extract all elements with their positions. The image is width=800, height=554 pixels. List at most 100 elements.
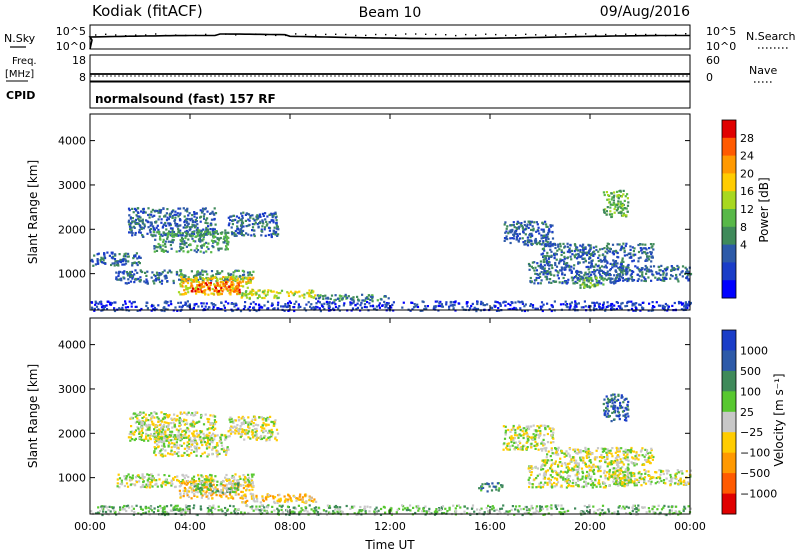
heatmap-cell xyxy=(590,260,593,263)
heatmap-cell xyxy=(229,283,233,286)
heatmap-cell xyxy=(605,272,608,275)
heatmap-cell xyxy=(584,446,587,449)
heatmap-cell xyxy=(130,425,133,428)
heatmap-cell xyxy=(158,478,161,481)
heatmap-cell xyxy=(154,209,158,212)
heatmap-cell xyxy=(563,280,567,283)
heatmap-cell xyxy=(351,307,355,310)
heatmap-cell xyxy=(676,268,680,271)
heatmap-cell xyxy=(546,302,549,305)
heatmap-cell xyxy=(141,221,144,224)
nsearch-dot xyxy=(415,33,417,35)
heatmap-cell xyxy=(255,218,258,221)
heatmap-cell xyxy=(523,309,526,313)
heatmap-cell xyxy=(138,432,141,435)
heatmap-cell xyxy=(162,435,165,439)
heatmap-cell xyxy=(183,418,186,421)
heatmap-cell xyxy=(154,426,157,429)
heatmap-cell xyxy=(457,302,460,305)
heatmap-cell xyxy=(160,272,163,275)
heatmap-cell xyxy=(236,285,239,288)
heatmap-cell xyxy=(232,497,235,500)
heatmap-cell xyxy=(208,431,211,434)
heatmap-cell xyxy=(157,441,160,444)
heatmap-cell xyxy=(141,416,144,420)
heatmap-cell xyxy=(580,456,583,459)
heatmap-cell xyxy=(355,308,358,311)
heatmap-cell xyxy=(225,236,229,240)
nsearch-dot xyxy=(505,34,507,37)
heatmap-cell xyxy=(268,438,271,442)
heatmap-cell xyxy=(179,428,182,431)
heatmap-cell xyxy=(192,414,195,417)
heatmap-cell xyxy=(521,227,525,230)
heatmap-cell xyxy=(303,293,306,296)
heatmap-cell xyxy=(249,437,252,440)
heatmap-cell xyxy=(165,415,168,418)
heatmap-cell xyxy=(652,248,655,251)
heatmap-cell xyxy=(232,274,235,277)
heatmap-cell xyxy=(689,272,693,276)
heatmap-cell xyxy=(609,206,612,209)
heatmap-cell xyxy=(168,224,171,227)
heatmap-cell xyxy=(299,498,302,501)
heatmap-cell xyxy=(178,278,181,281)
heatmap-cell xyxy=(194,411,197,414)
velocity-heatmap-cells xyxy=(90,393,692,517)
heatmap-cell xyxy=(573,306,576,309)
heatmap-cell xyxy=(236,225,239,228)
heatmap-cell xyxy=(273,500,276,503)
heatmap-cell xyxy=(158,274,161,277)
heatmap-cell xyxy=(192,478,195,482)
heatmap-cell xyxy=(270,433,273,436)
heatmap-cell xyxy=(283,309,286,312)
heatmap-cell xyxy=(564,281,567,284)
heatmap-cell xyxy=(167,423,170,426)
heatmap-cell xyxy=(573,282,576,285)
heatmap-cell xyxy=(299,305,302,308)
heatmap-cell xyxy=(645,258,648,261)
heatmap-cell xyxy=(156,224,159,227)
heatmap-cell xyxy=(311,289,314,292)
heatmap-cell xyxy=(277,301,280,304)
heatmap-cell xyxy=(577,270,580,273)
heatmap-cell xyxy=(546,459,549,462)
heatmap-cell xyxy=(186,436,189,439)
heatmap-cell xyxy=(222,447,225,450)
heatmap-cell xyxy=(148,216,151,219)
heatmap-cell xyxy=(543,424,546,427)
heatmap-cell xyxy=(541,236,545,239)
heatmap-cell xyxy=(563,455,566,458)
heatmap-cell xyxy=(222,484,225,487)
heatmap-cell xyxy=(189,286,192,289)
heatmap-cell xyxy=(476,307,480,311)
heatmap-cell xyxy=(115,278,119,281)
heatmap-cell xyxy=(166,237,169,240)
heatmap-cell xyxy=(411,301,414,304)
heatmap-cell xyxy=(670,274,673,277)
heatmap-cell xyxy=(574,248,577,251)
heatmap-cell xyxy=(229,480,233,483)
heatmap-cell xyxy=(593,302,596,305)
heatmap-cell xyxy=(195,442,199,445)
heatmap-cell xyxy=(182,293,185,296)
heatmap-cell xyxy=(544,427,547,430)
heatmap-cell xyxy=(200,229,203,232)
heatmap-cell xyxy=(494,305,497,308)
heatmap-cell xyxy=(553,252,556,255)
heatmap-cell xyxy=(191,308,194,311)
heatmap-cell xyxy=(593,265,596,268)
heatmap-cell xyxy=(144,271,147,274)
heatmap-cell xyxy=(237,482,240,485)
heatmap-cell xyxy=(264,423,267,426)
heatmap-cell xyxy=(193,493,196,496)
heatmap-cell xyxy=(234,290,237,293)
heatmap-cell xyxy=(233,487,237,490)
heatmap-cell xyxy=(216,284,219,287)
heatmap-cell xyxy=(332,307,335,310)
heatmap-cell xyxy=(191,287,194,290)
heatmap-cell xyxy=(599,273,602,276)
heatmap-cell xyxy=(140,420,143,423)
heatmap-cell xyxy=(251,475,254,478)
heatmap-cell xyxy=(137,277,140,280)
